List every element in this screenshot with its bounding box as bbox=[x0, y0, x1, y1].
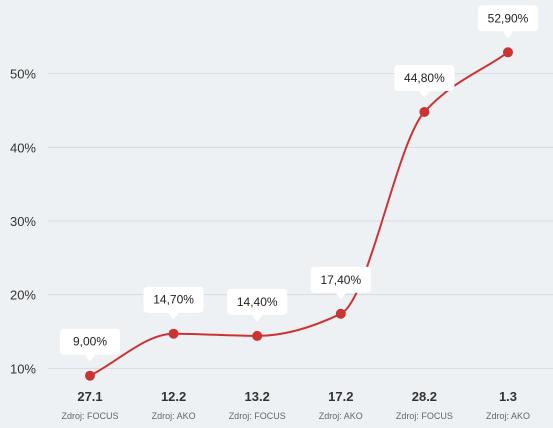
data-label-pointer bbox=[167, 311, 180, 320]
data-point[interactable] bbox=[419, 106, 430, 117]
data-label-box bbox=[310, 266, 371, 293]
x-source-label: Zdroj: AKO bbox=[486, 411, 530, 421]
data-point[interactable] bbox=[335, 308, 346, 319]
data-label: 14,70% bbox=[153, 293, 194, 307]
data-label-pointer bbox=[418, 89, 431, 98]
data-label: 44,80% bbox=[404, 71, 445, 85]
y-tick-label: 10% bbox=[10, 361, 36, 376]
y-tick-label: 30% bbox=[10, 214, 36, 229]
data-label-pointer bbox=[84, 353, 96, 362]
data-label-bubble: 14,40% bbox=[227, 288, 288, 322]
x-source-label: Zdroj: FOCUS bbox=[396, 411, 453, 421]
series-line-path bbox=[89, 51, 509, 377]
x-source-label: Zdroj: FOCUS bbox=[229, 411, 286, 421]
x-tick-label: 12.2 bbox=[161, 389, 186, 404]
data-label-bubble: 52,90% bbox=[478, 5, 538, 39]
data-labels: 9,00% 14,70% 14,40% 17,40% 44,80% 52,90% bbox=[60, 5, 538, 362]
data-label-bubble: 9,00% bbox=[60, 328, 120, 362]
data-point[interactable] bbox=[168, 328, 179, 339]
series-line bbox=[89, 51, 509, 377]
x-tick-label: 28.2 bbox=[412, 389, 437, 404]
x-source-label: Zdroj: AKO bbox=[319, 411, 363, 421]
data-label-bubble: 44,80% bbox=[394, 64, 455, 98]
x-tick-label: 13.2 bbox=[245, 389, 270, 404]
data-label: 14,40% bbox=[237, 295, 278, 309]
data-point[interactable] bbox=[503, 47, 513, 58]
data-label-pointer bbox=[251, 313, 264, 322]
data-point[interactable] bbox=[85, 370, 95, 381]
data-label: 9,00% bbox=[73, 335, 107, 349]
x-source-label: Zdroj: FOCUS bbox=[61, 411, 118, 421]
x-tick-label: 1.3 bbox=[499, 389, 517, 404]
data-label-box bbox=[227, 288, 288, 315]
data-label-box bbox=[143, 286, 204, 313]
data-label-pointer bbox=[502, 30, 514, 39]
data-points bbox=[85, 47, 513, 381]
data-label-box bbox=[60, 328, 120, 355]
grid-lines bbox=[48, 73, 553, 369]
data-label-pointer bbox=[334, 291, 347, 300]
y-tick-label: 20% bbox=[10, 288, 36, 303]
y-tick-label: 50% bbox=[10, 67, 36, 82]
data-label-box bbox=[394, 64, 455, 91]
data-label: 52,90% bbox=[488, 11, 529, 25]
y-axis-ticks: 10% 20% 30% 40% 50% bbox=[10, 67, 36, 377]
x-source-label: Zdroj: AKO bbox=[152, 411, 196, 421]
y-tick-label: 40% bbox=[10, 140, 36, 155]
x-tick-label: 27.1 bbox=[77, 389, 102, 404]
data-label-bubble: 14,70% bbox=[143, 286, 204, 320]
x-tick-label: 17.2 bbox=[328, 389, 353, 404]
data-point[interactable] bbox=[252, 330, 263, 341]
data-label: 17,40% bbox=[320, 273, 361, 287]
data-label-box bbox=[478, 5, 538, 32]
data-label-bubble: 17,40% bbox=[310, 266, 371, 300]
x-axis-ticks: 27.1 Zdroj: FOCUS 12.2 Zdroj: AKO 13.2 Zdroj:… bbox=[61, 389, 530, 421]
